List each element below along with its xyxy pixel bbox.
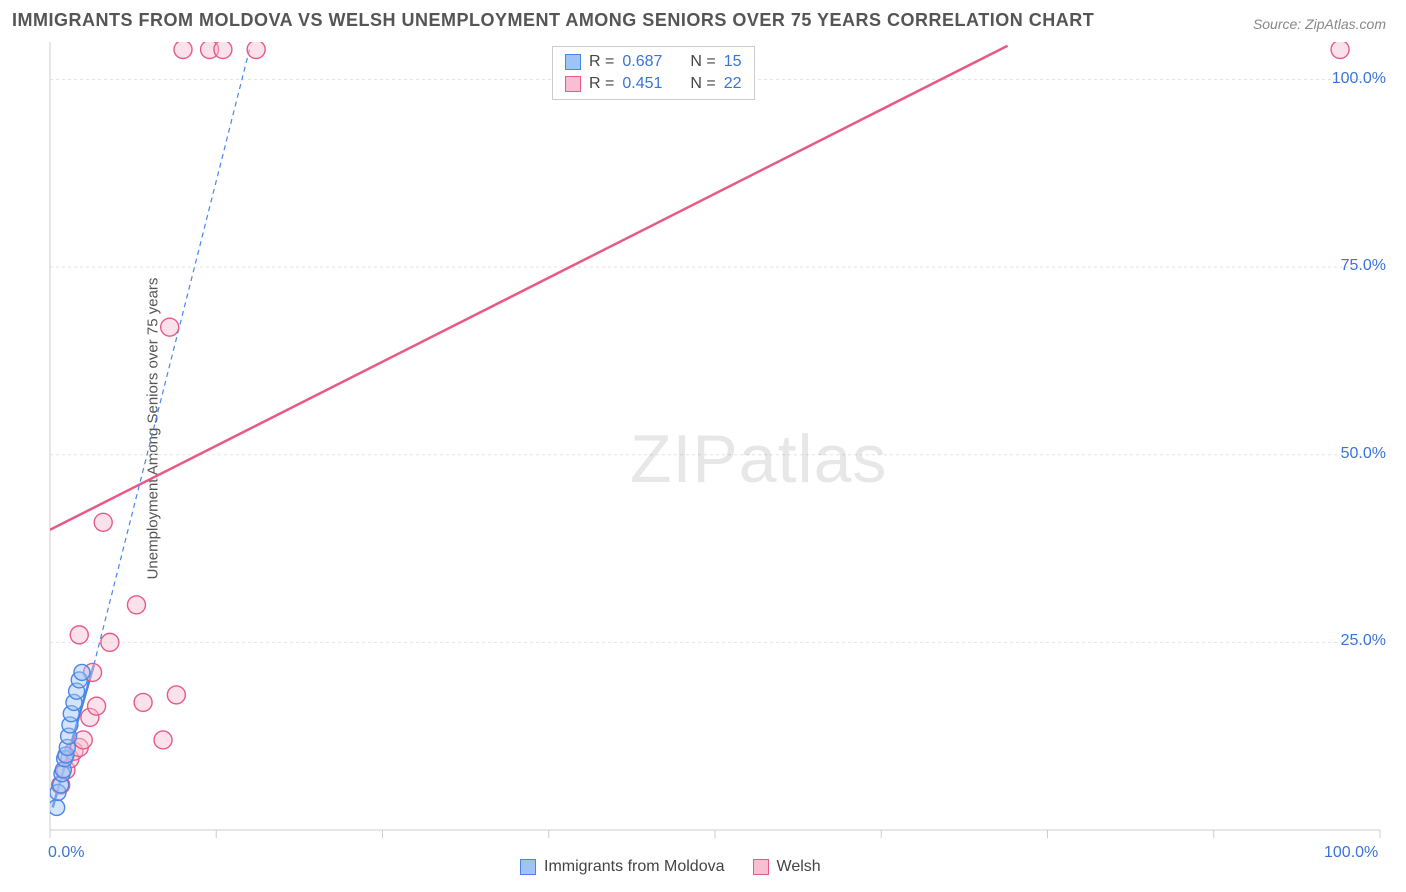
correlation-scatter-chart xyxy=(0,0,1406,892)
legend-n-label-1: N = xyxy=(690,75,715,93)
legend-r-value-1: 0.451 xyxy=(622,75,662,93)
legend-stats-row-1: R = 0.451 N = 22 xyxy=(561,73,746,95)
legend-series-swatch-1 xyxy=(753,859,769,875)
legend-n-value-0: 15 xyxy=(724,53,742,71)
legend-n-value-1: 22 xyxy=(724,75,742,93)
legend-series: Immigrants from Moldova Welsh xyxy=(520,858,821,876)
legend-r-label-0: R = xyxy=(589,53,614,71)
legend-n-label-0: N = xyxy=(690,53,715,71)
legend-stats-row-0: R = 0.687 N = 15 xyxy=(561,51,746,73)
legend-swatch-0 xyxy=(565,54,581,70)
legend-series-label-0: Immigrants from Moldova xyxy=(544,858,725,876)
y-tick-label: 25.0% xyxy=(1341,632,1386,650)
y-tick-label: 100.0% xyxy=(1332,70,1386,88)
legend-r-label-1: R = xyxy=(589,75,614,93)
legend-series-item-1: Welsh xyxy=(753,858,821,876)
legend-swatch-1 xyxy=(565,76,581,92)
y-tick-label: 75.0% xyxy=(1341,257,1386,275)
legend-stats: R = 0.687 N = 15 R = 0.451 N = 22 xyxy=(552,46,755,100)
legend-series-swatch-0 xyxy=(520,859,536,875)
legend-series-label-1: Welsh xyxy=(777,858,821,876)
x-tick-label: 100.0% xyxy=(1324,844,1378,862)
x-tick-label: 0.0% xyxy=(48,844,84,862)
legend-r-value-0: 0.687 xyxy=(622,53,662,71)
y-tick-label: 50.0% xyxy=(1341,445,1386,463)
legend-series-item-0: Immigrants from Moldova xyxy=(520,858,725,876)
